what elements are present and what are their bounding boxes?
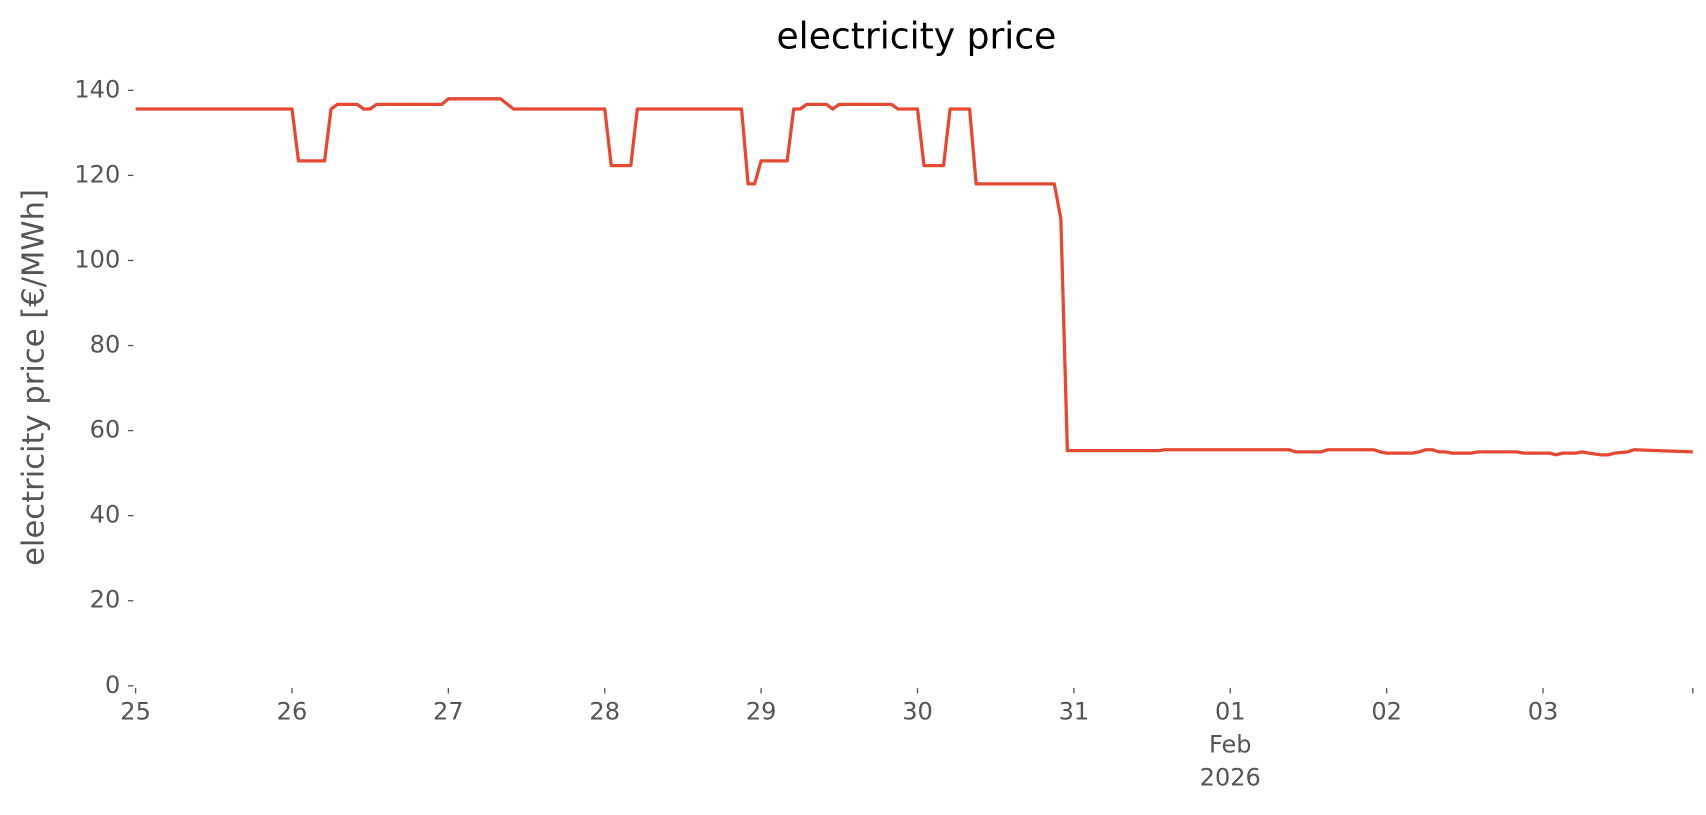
x-tick-label: 30 [902,698,933,726]
x-tick-label: 29 [746,698,777,726]
y-tick-label: 140 [74,75,120,103]
x-tick-label: 28 [589,698,620,726]
y-tick-label: 100 [74,245,120,273]
y-tick-label: 0 [105,671,120,699]
x-tick-label: 27 [433,698,464,726]
x-tick-label: 31 [1059,698,1090,726]
y-tick-label: 80 [90,331,121,359]
y-tick-label: 120 [74,160,120,188]
line-series [135,97,1693,457]
x-tick-label: 03 [1528,698,1559,726]
y-axis-label: electricity price [€/MWh] [16,189,51,566]
y-tick-label: 20 [90,586,121,614]
x-tick-label: 02 [1371,698,1402,726]
chart-title: electricity price [776,15,1056,57]
y-tick-label: 60 [90,416,121,444]
x-tick-label: 01 Feb 2026 [1200,698,1261,792]
x-tick-label: 25 [120,698,151,726]
y-tick-label: 40 [90,501,121,529]
x-tick-label: 26 [277,698,308,726]
